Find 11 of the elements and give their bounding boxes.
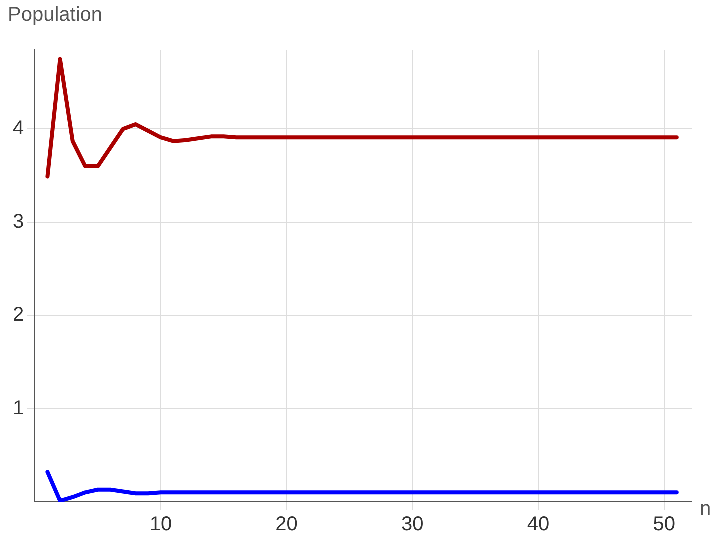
x-tick-label: 20: [276, 514, 298, 536]
x-tick-label: 40: [527, 514, 550, 536]
x-axis-title: n: [700, 498, 712, 521]
y-tick-label: 4: [13, 118, 24, 140]
y-axis-title: Population: [8, 4, 103, 27]
x-tick-label: 10: [150, 514, 172, 536]
y-tick-label: 3: [13, 210, 24, 233]
y-tick-label: 1: [13, 397, 24, 420]
x-tick-label: 30: [402, 514, 424, 536]
y-tick-label: 2: [13, 304, 24, 326]
x-tick-label: 50: [653, 514, 676, 536]
